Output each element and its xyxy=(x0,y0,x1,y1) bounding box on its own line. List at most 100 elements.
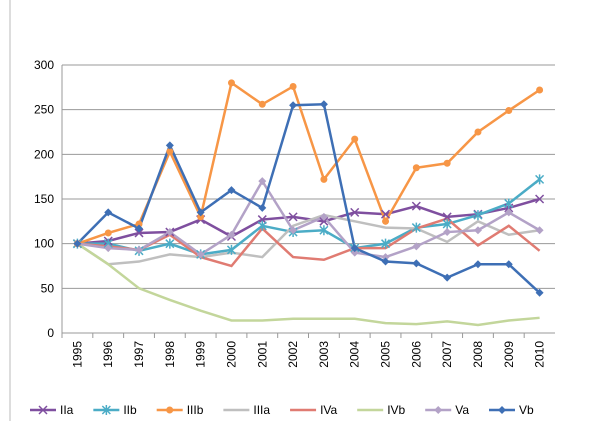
legend-label: IIIa xyxy=(253,403,270,417)
y-tick-label: 300 xyxy=(34,58,54,72)
point xyxy=(319,100,328,109)
point xyxy=(258,100,266,108)
point xyxy=(288,212,298,222)
point xyxy=(474,128,482,136)
point xyxy=(535,174,545,185)
point xyxy=(381,238,391,249)
legend-label: Vb xyxy=(519,403,534,417)
point xyxy=(104,208,113,217)
point xyxy=(381,257,390,266)
point xyxy=(166,406,174,414)
point xyxy=(196,208,205,217)
y-tick-label: 100 xyxy=(34,237,54,251)
legend-label: IVa xyxy=(320,403,337,417)
point xyxy=(473,226,482,235)
point xyxy=(258,177,267,186)
point xyxy=(227,186,236,195)
series-line xyxy=(76,103,541,294)
point xyxy=(350,244,359,253)
x-tick-label: 2000 xyxy=(224,341,238,368)
point xyxy=(135,220,143,228)
point xyxy=(504,198,514,209)
series-line xyxy=(77,178,541,256)
point xyxy=(258,203,267,212)
legend-label: IIa xyxy=(60,403,74,417)
point xyxy=(289,101,298,110)
x-tick-label: 2009 xyxy=(502,341,516,368)
point xyxy=(165,228,174,237)
point xyxy=(412,259,421,268)
y-tick-label: 250 xyxy=(34,103,54,117)
point xyxy=(442,219,452,230)
y-tick-label: 0 xyxy=(47,326,54,340)
x-tick-label: 2003 xyxy=(317,341,331,368)
point xyxy=(165,238,175,249)
y-tick-label: 150 xyxy=(34,192,54,206)
point xyxy=(289,82,297,90)
x-tick-label: 2006 xyxy=(409,341,423,368)
series-line xyxy=(77,197,540,245)
point xyxy=(442,212,452,222)
point xyxy=(135,245,144,254)
point xyxy=(381,253,390,262)
x-tick-label: 2010 xyxy=(533,341,547,368)
x-tick-label: 1996 xyxy=(101,341,115,368)
legend-label: IIb xyxy=(123,403,137,417)
x-tick-label: 1999 xyxy=(194,341,208,368)
point xyxy=(101,405,111,415)
point xyxy=(535,288,544,297)
point xyxy=(196,250,205,259)
point xyxy=(134,228,144,238)
point xyxy=(197,213,205,221)
point xyxy=(104,229,112,237)
point xyxy=(226,244,236,255)
point xyxy=(504,208,513,217)
point xyxy=(443,159,451,167)
point xyxy=(443,228,452,237)
legend-label: IIIb xyxy=(187,403,204,417)
series-line xyxy=(76,242,540,327)
point xyxy=(320,175,328,183)
point xyxy=(434,406,443,414)
point xyxy=(411,201,421,211)
legend-label: IVb xyxy=(387,403,405,417)
point xyxy=(319,225,329,236)
point xyxy=(473,260,482,269)
x-tick-label: 1997 xyxy=(132,341,146,368)
point xyxy=(73,239,82,248)
point xyxy=(505,107,513,115)
y-tick-label: 200 xyxy=(34,147,54,161)
point xyxy=(104,244,113,253)
point xyxy=(536,86,544,94)
x-tick-label: 2001 xyxy=(255,341,269,368)
point xyxy=(351,135,359,143)
point xyxy=(165,141,174,150)
x-tick-label: 2005 xyxy=(379,341,393,368)
point xyxy=(504,260,513,269)
point xyxy=(227,230,236,239)
x-tick-label: 1998 xyxy=(163,341,177,368)
point xyxy=(535,194,545,204)
point xyxy=(412,164,420,172)
point xyxy=(535,226,544,235)
point xyxy=(473,210,483,221)
x-tick-label: 2002 xyxy=(286,341,300,368)
point xyxy=(382,217,390,225)
point xyxy=(227,79,235,87)
x-tick-label: 2004 xyxy=(348,341,362,368)
point xyxy=(498,406,506,414)
point xyxy=(443,273,452,282)
x-tick-label: 2008 xyxy=(471,341,485,368)
y-tick-label: 50 xyxy=(41,281,55,295)
point xyxy=(289,226,298,235)
x-tick-label: 2007 xyxy=(440,341,454,368)
point xyxy=(412,242,421,251)
point xyxy=(411,222,421,233)
series-line xyxy=(77,178,541,259)
point xyxy=(319,216,329,226)
point xyxy=(319,212,328,221)
point xyxy=(166,148,174,156)
point xyxy=(381,209,391,219)
point xyxy=(38,405,48,415)
